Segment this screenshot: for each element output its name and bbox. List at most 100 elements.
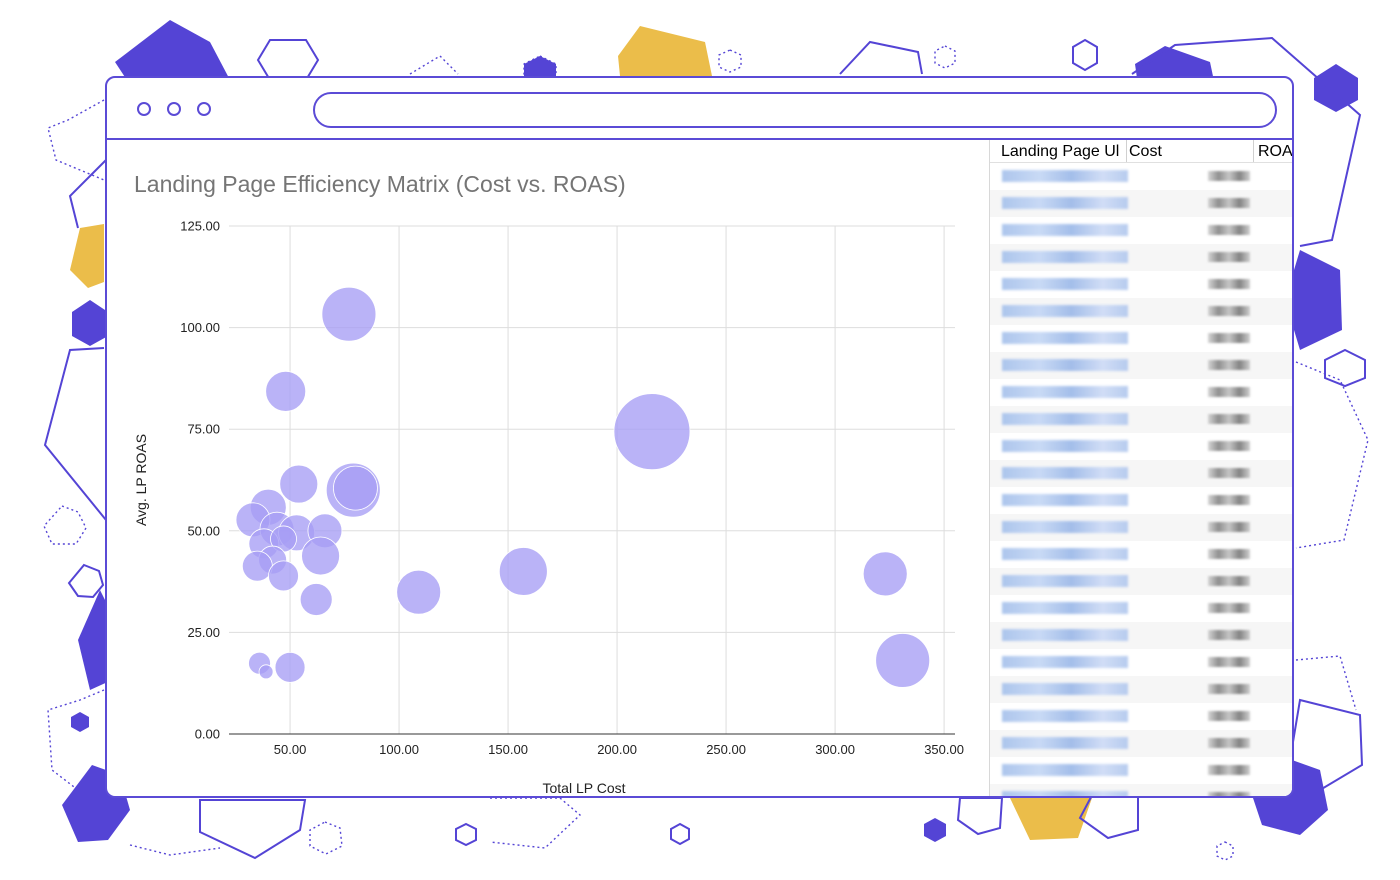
table-row[interactable]: [990, 703, 1292, 730]
table-row[interactable]: [990, 298, 1292, 325]
x-tick-label: 200.00: [597, 742, 637, 757]
table-header: Landing Page Ul Cost ROA: [990, 140, 1293, 163]
chart-panel: Landing Page Efficiency Matrix (Cost vs.…: [107, 140, 989, 797]
y-tick-label: 50.00: [187, 523, 220, 538]
redacted-cost-cell: [1208, 441, 1250, 451]
browser-window: Landing Page Efficiency Matrix (Cost vs.…: [105, 76, 1294, 798]
redacted-url-cell[interactable]: [1002, 629, 1128, 641]
redacted-url-cell[interactable]: [1002, 332, 1128, 344]
column-header-cost[interactable]: Cost: [1129, 143, 1162, 160]
column-header-landing-page-url[interactable]: Landing Page Ul: [1001, 143, 1120, 160]
table-row[interactable]: [990, 379, 1292, 406]
table-row[interactable]: [990, 595, 1292, 622]
bubble-chart: 50.00 100.00 150.00 200.00 250.00 300.00 350.0…: [133, 219, 964, 797]
redacted-url-cell[interactable]: [1002, 467, 1128, 479]
redacted-cost-cell: [1208, 630, 1250, 640]
redacted-url-cell[interactable]: [1002, 575, 1128, 587]
redacted-cost-cell: [1208, 198, 1250, 208]
window-minimize-dot[interactable]: [167, 102, 181, 116]
redacted-cost-cell: [1208, 306, 1250, 316]
redacted-url-cell[interactable]: [1002, 602, 1128, 614]
table-row[interactable]: [990, 271, 1292, 298]
column-divider: [1253, 140, 1254, 162]
redacted-url-cell[interactable]: [1002, 305, 1128, 317]
redacted-url-cell[interactable]: [1002, 494, 1128, 506]
table-row[interactable]: [990, 730, 1292, 757]
hexagon-decoration: [924, 818, 946, 842]
window-maximize-dot[interactable]: [197, 102, 211, 116]
redacted-cost-cell: [1208, 414, 1250, 424]
redacted-cost-cell: [1208, 360, 1250, 370]
redacted-url-cell[interactable]: [1002, 251, 1128, 263]
data-bubble: [274, 651, 306, 683]
chart-title: Landing Page Efficiency Matrix (Cost vs.…: [134, 171, 626, 197]
redacted-url-cell[interactable]: [1002, 170, 1128, 182]
redacted-cost-cell: [1208, 603, 1250, 613]
x-tick-label: 300.00: [815, 742, 855, 757]
data-table-panel: Landing Page Ul Cost ROA: [989, 140, 1293, 796]
redacted-url-cell[interactable]: [1002, 440, 1128, 452]
table-row[interactable]: [990, 568, 1292, 595]
table-row[interactable]: [990, 676, 1292, 703]
table-row[interactable]: [990, 649, 1292, 676]
table-row[interactable]: [990, 406, 1292, 433]
redacted-url-cell[interactable]: [1002, 359, 1128, 371]
column-divider: [1126, 140, 1127, 162]
redacted-cost-cell: [1208, 684, 1250, 694]
data-bubble: [301, 536, 340, 576]
column-header-roas[interactable]: ROA: [1258, 143, 1293, 160]
redacted-url-cell[interactable]: [1002, 791, 1128, 796]
redacted-url-cell[interactable]: [1002, 386, 1128, 398]
y-tick-label: 25.00: [187, 625, 220, 640]
data-bubble: [279, 464, 319, 504]
redacted-url-cell[interactable]: [1002, 278, 1128, 290]
data-bubble: [875, 633, 931, 688]
table-row[interactable]: [990, 487, 1292, 514]
table-row[interactable]: [990, 352, 1292, 379]
x-tick-label: 50.00: [274, 742, 307, 757]
window-close-dot[interactable]: [137, 102, 151, 116]
data-bubble: [396, 569, 442, 615]
address-bar[interactable]: [313, 92, 1277, 128]
table-row[interactable]: [990, 784, 1292, 796]
table-row[interactable]: [990, 460, 1292, 487]
table-row[interactable]: [990, 757, 1292, 784]
data-bubble: [265, 371, 307, 412]
redacted-url-cell[interactable]: [1002, 764, 1128, 776]
hexagon-decoration: [72, 300, 108, 346]
redacted-url-cell[interactable]: [1002, 521, 1128, 533]
table-row[interactable]: [990, 622, 1292, 649]
y-tick-label: 75.00: [187, 422, 220, 437]
table-row[interactable]: [990, 325, 1292, 352]
table-row[interactable]: [990, 163, 1292, 190]
data-bubble: [258, 664, 274, 680]
redacted-cost-cell: [1208, 792, 1250, 796]
redacted-url-cell[interactable]: [1002, 737, 1128, 749]
redacted-cost-cell: [1208, 387, 1250, 397]
hexagon-decoration: [71, 712, 89, 732]
table-row[interactable]: [990, 217, 1292, 244]
table-row[interactable]: [990, 541, 1292, 568]
table-row[interactable]: [990, 433, 1292, 460]
hexagon-decoration: [1314, 64, 1358, 112]
redacted-url-cell[interactable]: [1002, 710, 1128, 722]
x-tick-label: 350.00: [924, 742, 964, 757]
data-bubble: [299, 583, 333, 616]
redacted-url-cell[interactable]: [1002, 413, 1128, 425]
redacted-cost-cell: [1208, 711, 1250, 721]
redacted-url-cell[interactable]: [1002, 224, 1128, 236]
redacted-url-cell[interactable]: [1002, 656, 1128, 668]
table-row[interactable]: [990, 514, 1292, 541]
y-axis-label: Avg. LP ROAS: [133, 434, 149, 526]
redacted-url-cell[interactable]: [1002, 197, 1128, 209]
redacted-url-cell[interactable]: [1002, 683, 1128, 695]
table-row[interactable]: [990, 190, 1292, 217]
redacted-cost-cell: [1208, 765, 1250, 775]
table-row[interactable]: [990, 244, 1292, 271]
redacted-cost-cell: [1208, 495, 1250, 505]
redacted-cost-cell: [1208, 279, 1250, 289]
redacted-cost-cell: [1208, 252, 1250, 262]
x-axis-label: Total LP Cost: [542, 780, 625, 796]
redacted-url-cell[interactable]: [1002, 548, 1128, 560]
redacted-cost-cell: [1208, 225, 1250, 235]
